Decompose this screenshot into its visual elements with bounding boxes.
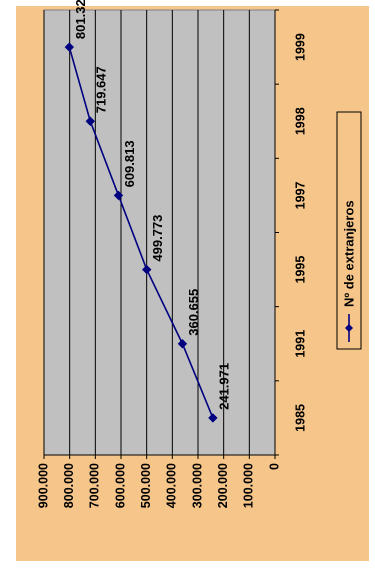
value-tick-label: 0	[267, 463, 281, 470]
series-markers	[64, 42, 218, 423]
value-tick-label: 600.000	[113, 463, 127, 508]
category-tick-label: 1991	[293, 330, 307, 358]
category-tick-label: 1995	[293, 256, 307, 284]
category-tick-label: 1985	[293, 404, 307, 432]
legend-marker	[345, 324, 353, 332]
value-tick-label: 800.000	[62, 463, 76, 508]
value-tick-label: 100.000	[242, 463, 256, 508]
category-tick-label: 1997	[293, 181, 307, 209]
series-marker	[64, 42, 75, 52]
value-tick-label: 300.000	[190, 463, 204, 508]
category-tick-label: 1999	[293, 33, 307, 61]
data-label: 241.971	[216, 363, 231, 410]
legend: Nº de extranjeros	[336, 111, 362, 350]
value-tick-labels: 0 100.000 200.000 300.000 400.000 500.000 600.…	[36, 455, 281, 508]
value-tick-label: 200.000	[216, 463, 230, 508]
plot-area	[43, 9, 276, 456]
data-label: 719.647	[94, 66, 109, 113]
category-tick-labels: 1985 1991 1995 1997 1998 1999	[275, 9, 307, 456]
category-tick-label: 1998	[293, 107, 307, 135]
value-tick-label: 900.000	[36, 463, 50, 508]
series-marker	[177, 339, 188, 349]
series-line	[68, 46, 214, 419]
legend-box	[336, 111, 362, 350]
series-marker	[208, 413, 218, 423]
data-label: 360.655	[186, 289, 201, 336]
value-tick-label: 500.000	[139, 463, 153, 508]
series-marker	[142, 264, 152, 275]
value-tick-label: 700.000	[88, 463, 102, 508]
data-labels: 241.971 360.655 499.773 609.813 719.647 801.3…	[73, 0, 232, 410]
series-marker	[113, 190, 124, 201]
value-tick-label: 400.000	[165, 463, 179, 508]
data-label: 499.773	[150, 215, 165, 262]
legend-label: Nº de extranjeros	[341, 200, 356, 307]
series-marker	[85, 116, 95, 126]
data-label: 801.329	[73, 0, 88, 39]
data-label: 609.813	[122, 140, 137, 187]
